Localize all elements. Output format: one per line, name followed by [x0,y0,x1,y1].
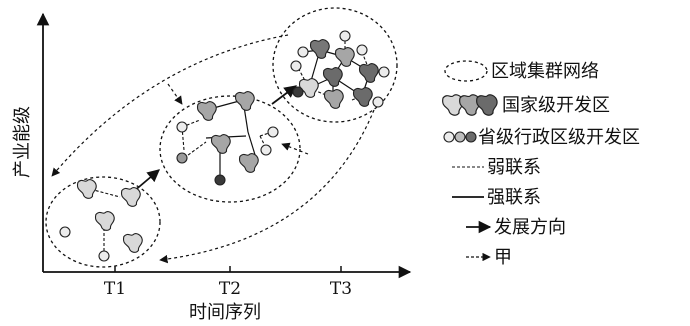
provincial-zone-node [176,121,188,133]
national-zone-node [334,47,355,67]
axes: T1 T2 T3 时间序列 产业能级 [12,12,412,323]
national-zone-node [94,211,115,231]
provincial-zone-node [290,60,302,72]
legend-weak-label: 弱联系 [487,157,541,178]
x-tick-label-t3: T3 [330,279,352,299]
provincial-zone-node [214,174,226,186]
direction-arrow-t2-t3 [271,85,298,105]
national-zone-node [323,89,344,109]
provincial-zone-node [339,30,351,42]
cluster-t1-nodes [59,179,143,262]
national-zone-node [234,91,255,111]
x-axis-title: 时间序列 [189,302,261,323]
national-zone-node [322,67,343,87]
national-zone-node [120,187,141,207]
national-zone-node [210,134,231,154]
national-zone-node [238,153,259,173]
legend-national-label: 国家级开发区 [502,95,610,116]
national-zone-node [309,39,330,59]
legend-cluster-label: 区域集群网络 [491,61,599,82]
provincial-zone-node [59,226,71,238]
jia-arrow-t2-in [167,83,183,105]
jia-arrow-lower [159,109,375,264]
legend-strong-label: 强联系 [487,187,541,208]
legend-provincial-symbol-light [443,131,455,143]
legend-provincial-label: 省级行政区级开发区 [478,127,640,148]
provincial-zone-node [372,96,384,108]
provincial-zone-node [176,152,188,164]
legend-cluster-symbol [444,60,488,82]
jia-arrow-upper [51,34,289,177]
x-tick-label-t1: T1 [104,279,126,299]
cluster-t3-nodes [290,30,390,109]
legend-direction-label: 发展方向 [494,217,566,238]
provincial-zone-node [98,250,110,262]
legend-jia-label: 甲 [494,247,512,268]
national-zone-node [76,179,97,199]
national-zone-node [352,87,373,107]
legend-national-symbol-dark [476,94,498,116]
cluster-t2-nodes [176,91,279,186]
provincial-zone-node [292,86,304,98]
provincial-zone-node [356,44,368,56]
jia-arrow-t3-in [281,142,309,155]
legend-provincial-symbol-dark [465,131,477,143]
jia-arrows [51,34,375,264]
cluster-t3 [272,7,398,123]
cluster-t1 [45,176,161,268]
provincial-zone-node [378,66,390,78]
x-tick-label-t2: T2 [219,279,241,299]
legend-provincial-symbol-mid [454,131,466,143]
national-zone-node [122,233,143,253]
provincial-zone-node [260,144,272,156]
cluster-t2 [159,95,301,203]
provincial-zone-node [267,126,279,138]
national-zone-node [196,101,217,121]
cluster-ellipses [45,7,398,268]
y-axis-title: 产业能级 [12,106,33,178]
national-zone-node [358,63,379,83]
provincial-zone-node [297,46,309,58]
legend: 区域集群网络 国家级开发区 省级行政区级开发区 弱联系 强联系 发展方向 甲 [442,60,640,268]
